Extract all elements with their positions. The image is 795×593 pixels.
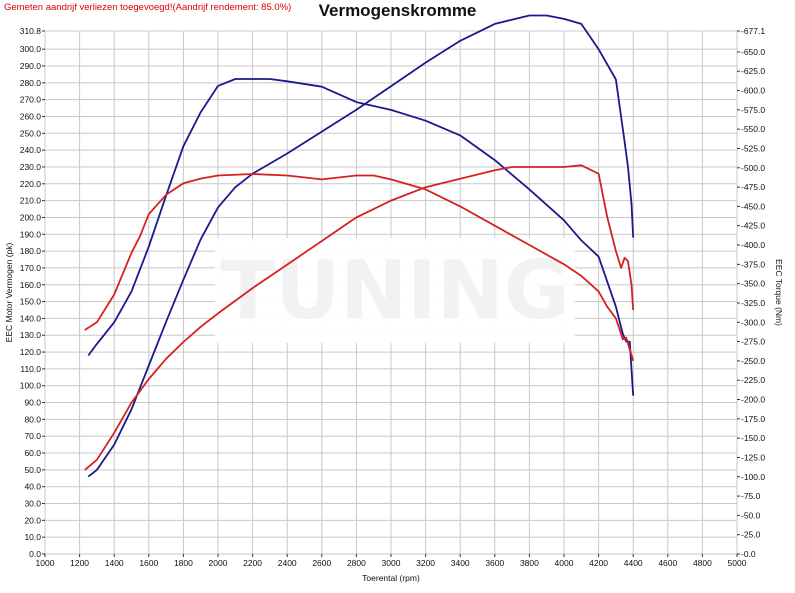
y2-tick-label: -275.0 — [741, 337, 765, 347]
y-tick-label: 230.0 — [20, 162, 42, 172]
x-tick-label: 3400 — [451, 558, 470, 568]
y-tick-label: 180.0 — [20, 246, 42, 256]
y2-tick-label: -450.0 — [741, 201, 765, 211]
y-tick-label: 220.0 — [20, 179, 42, 189]
y-tick-label: 30.0 — [24, 499, 41, 509]
y-tick-label: 0.0 — [29, 549, 41, 559]
series-line-3 — [84, 164, 635, 471]
y-tick-label: 150.0 — [20, 297, 42, 307]
chart-title: Vermogenskromme — [318, 1, 477, 20]
y-tick-label: 290.0 — [20, 61, 42, 71]
y2-tick-label: -250.0 — [741, 356, 765, 366]
x-tick-label: 2600 — [312, 558, 331, 568]
left-axis-label: EEC Motor Vermogen (pk) — [4, 242, 14, 342]
y2-tick-label: -0.0 — [741, 549, 756, 559]
x-tick-label: 2400 — [278, 558, 297, 568]
x-tick-label: 4000 — [555, 558, 574, 568]
x-tick-label: 4400 — [624, 558, 643, 568]
y2-tick-label: -300.0 — [741, 317, 765, 327]
x-tick-label: 3800 — [520, 558, 539, 568]
x-tick-label: 1800 — [174, 558, 193, 568]
y2-tick-label: -677.1 — [741, 26, 765, 36]
watermark-text: TUNING — [221, 244, 570, 337]
x-tick-label: 3000 — [382, 558, 401, 568]
y2-tick-label: -575.0 — [741, 105, 765, 115]
x-tick-label: 5000 — [728, 558, 747, 568]
y-tick-label: 110.0 — [20, 364, 41, 374]
y-tick-label: 100.0 — [20, 381, 42, 391]
right-axis-ticks: -0.0 -25.0 -50.0 -75.0 -100.0 -125.0 -150.0 -17… — [737, 26, 765, 559]
x-tick-label: 1000 — [36, 558, 55, 568]
y2-tick-label: -425.0 — [741, 221, 765, 231]
y-tick-label: 120.0 — [20, 347, 42, 357]
y-tick-label: 80.0 — [24, 414, 41, 424]
y2-tick-label: -650.0 — [741, 47, 765, 57]
series-line-4 — [84, 173, 635, 362]
y2-tick-label: -150.0 — [741, 433, 765, 443]
y-tick-label: 300.0 — [20, 44, 42, 54]
y2-tick-label: -200.0 — [741, 395, 765, 405]
y-tick-label: 200.0 — [20, 212, 42, 222]
y-tick-label: 70.0 — [24, 431, 41, 441]
y-tick-label: 130.0 — [20, 330, 42, 340]
y-tick-label: 10.0 — [24, 532, 41, 542]
y2-tick-label: -500.0 — [741, 163, 765, 173]
y-tick-label: 280.0 — [20, 78, 42, 88]
series-line-1 — [87, 14, 635, 478]
right-axis-label: EEC Torque (Nm) — [774, 259, 784, 326]
y-tick-label: 270.0 — [20, 95, 42, 105]
y2-tick-label: -400.0 — [741, 240, 765, 250]
drivetrain-loss-note: Gemeten aandrijf verliezen toegevoegd!(A… — [4, 2, 292, 13]
y-tick-label: 160.0 — [20, 280, 42, 290]
x-tick-label: 3200 — [416, 558, 435, 568]
y-tick-label: 190.0 — [20, 229, 42, 239]
y-tick-label: 250.0 — [20, 128, 42, 138]
y2-tick-label: -225.0 — [741, 375, 765, 385]
y-tick-label: 170.0 — [20, 263, 42, 273]
y2-tick-label: -475.0 — [741, 182, 765, 192]
y-tick-label: 310.8 — [20, 26, 42, 36]
y2-tick-label: -550.0 — [741, 124, 765, 134]
x-axis-ticks: 1000 1200 1400 1600 1800 2000 2200 2400 2600 2800… — [36, 554, 747, 568]
y2-tick-label: -325.0 — [741, 298, 765, 308]
y-tick-label: 20.0 — [24, 515, 41, 525]
x-tick-label: 1200 — [70, 558, 89, 568]
series-line-2 — [87, 78, 635, 396]
y-tick-label: 140.0 — [20, 313, 42, 323]
y-tick-label: 50.0 — [24, 465, 41, 475]
x-tick-label: 1400 — [105, 558, 124, 568]
y2-tick-label: -125.0 — [741, 452, 765, 462]
x-tick-label: 2800 — [347, 558, 366, 568]
y-tick-label: 260.0 — [20, 111, 42, 121]
x-tick-label: 4800 — [693, 558, 712, 568]
watermark-band — [215, 238, 575, 343]
y2-tick-label: -25.0 — [741, 530, 761, 540]
left-axis-ticks: 0.0 10.0 20.0 30.0 40.0 50.0 60.0 70.0 80.0 90.0 1… — [20, 26, 45, 559]
x-tick-label: 3600 — [485, 558, 504, 568]
y2-tick-label: -75.0 — [741, 491, 761, 501]
x-tick-label: 1600 — [139, 558, 158, 568]
watermark: TUNING — [215, 238, 575, 343]
y2-tick-label: -375.0 — [741, 259, 765, 269]
y-tick-label: 240.0 — [20, 145, 42, 155]
x-tick-label: 2200 — [243, 558, 262, 568]
series-lines — [84, 14, 635, 478]
y2-tick-label: -600.0 — [741, 86, 765, 96]
x-tick-label: 4200 — [589, 558, 608, 568]
y2-tick-label: -100.0 — [741, 472, 765, 482]
y2-tick-label: -350.0 — [741, 279, 765, 289]
y-tick-label: 60.0 — [24, 448, 41, 458]
y-tick-label: 40.0 — [24, 482, 41, 492]
x-axis-label: Toerental (rpm) — [362, 573, 420, 583]
y2-tick-label: -525.0 — [741, 143, 765, 153]
y-tick-label: 90.0 — [24, 398, 41, 408]
y2-tick-label: -50.0 — [741, 510, 761, 520]
x-tick-label: 4600 — [658, 558, 677, 568]
y2-tick-label: -625.0 — [741, 66, 765, 76]
y2-tick-label: -175.0 — [741, 414, 765, 424]
x-tick-label: 2000 — [209, 558, 228, 568]
y-tick-label: 210.0 — [20, 196, 42, 206]
